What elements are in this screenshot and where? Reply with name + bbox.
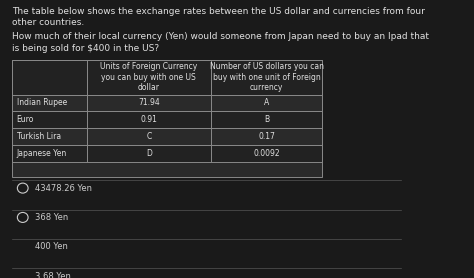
Text: C: C: [146, 132, 151, 141]
Bar: [87, 111, 211, 128]
Text: 368 Yen: 368 Yen: [35, 213, 68, 222]
Text: 0.17: 0.17: [258, 132, 275, 141]
Bar: [87, 128, 211, 145]
Bar: [87, 95, 211, 111]
Bar: [12, 128, 87, 145]
Bar: [12, 95, 87, 111]
Bar: [211, 95, 322, 111]
Text: Units of Foreign Currency
you can buy with one US
dollar: Units of Foreign Currency you can buy wi…: [100, 62, 198, 92]
Text: is being sold for $400 in the US?: is being sold for $400 in the US?: [12, 44, 160, 53]
Text: A: A: [264, 98, 269, 108]
Text: 71.94: 71.94: [138, 98, 160, 108]
Bar: [87, 145, 211, 162]
Bar: [211, 111, 322, 128]
Text: Number of US dollars you can
buy with one unit of Foreign
currency: Number of US dollars you can buy with on…: [210, 62, 324, 92]
Bar: [12, 128, 87, 145]
Text: 0.91: 0.91: [140, 115, 157, 124]
Text: other countries.: other countries.: [12, 18, 85, 27]
Text: Indian Rupee: Indian Rupee: [17, 98, 67, 108]
Bar: [12, 111, 87, 128]
Bar: [12, 145, 87, 162]
Bar: [87, 128, 211, 145]
Bar: [211, 145, 322, 162]
Bar: [12, 145, 87, 162]
Bar: [87, 145, 211, 162]
Text: 400 Yen: 400 Yen: [35, 242, 68, 251]
Bar: [87, 95, 211, 111]
Text: 0.0092: 0.0092: [253, 149, 280, 158]
Bar: [12, 95, 87, 111]
Text: B: B: [264, 115, 269, 124]
Text: The table below shows the exchange rates between the US dollar and currencies fr: The table below shows the exchange rates…: [12, 7, 425, 16]
Text: Japanese Yen: Japanese Yen: [17, 149, 67, 158]
Bar: [87, 111, 211, 128]
Text: D: D: [146, 149, 152, 158]
Bar: [211, 145, 322, 162]
Text: How much of their local currency (Yen) would someone from Japan need to buy an I: How much of their local currency (Yen) w…: [12, 33, 429, 41]
Bar: [211, 111, 322, 128]
Bar: [211, 128, 322, 145]
Text: Euro: Euro: [17, 115, 34, 124]
Text: Turkish Lira: Turkish Lira: [17, 132, 61, 141]
Bar: [211, 128, 322, 145]
Text: 3.68 Yen: 3.68 Yen: [35, 272, 71, 278]
Text: 43478.26 Yen: 43478.26 Yen: [35, 183, 92, 193]
Bar: [211, 95, 322, 111]
Bar: [12, 111, 87, 128]
